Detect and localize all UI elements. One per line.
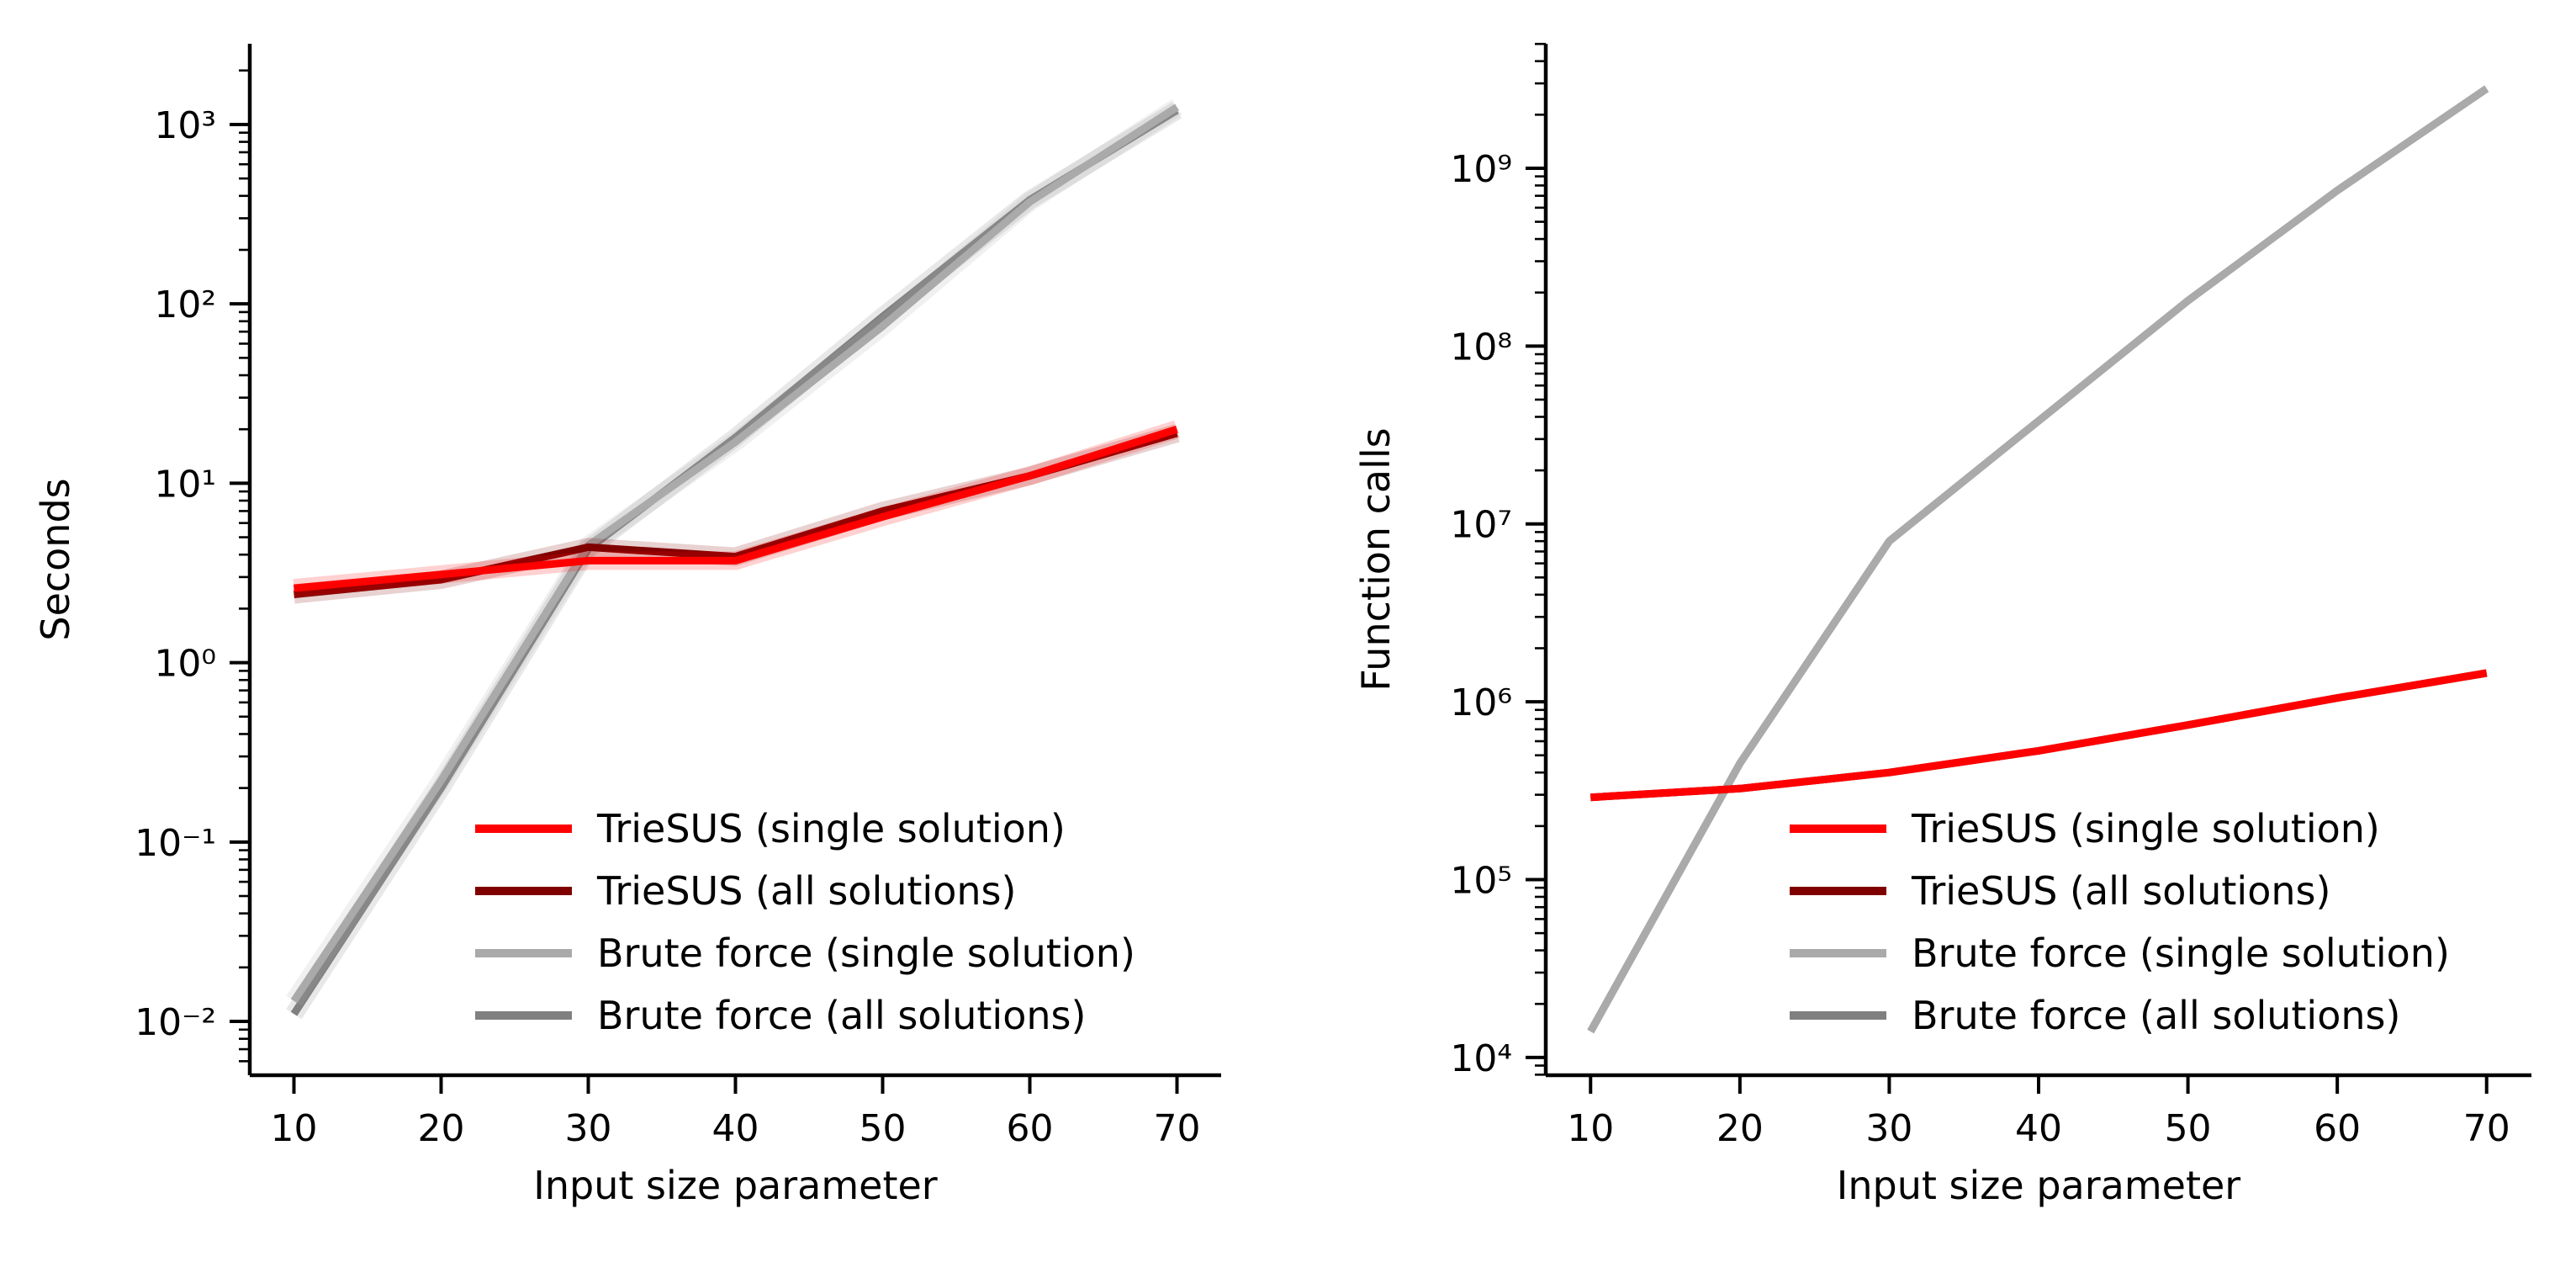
x-tick-label: 20 xyxy=(1716,1107,1764,1150)
y-tick-label: 10⁷ xyxy=(1450,504,1512,547)
legend-label: Brute force (single solution) xyxy=(597,931,1135,976)
y-tick-label: 10² xyxy=(154,284,216,326)
y-tick-label: 10⁰ xyxy=(154,643,216,686)
x-axis-label: Input size parameter xyxy=(533,1163,937,1208)
x-tick-label: 70 xyxy=(2463,1107,2510,1150)
x-tick-label: 20 xyxy=(418,1107,465,1150)
y-tick-label: 10⁹ xyxy=(1450,148,1512,191)
y-axis-label: Function calls xyxy=(1353,427,1399,691)
legend: TrieSUS (single solution) TrieSUS (all so… xyxy=(475,806,1135,1038)
legend-label: TrieSUS (single solution) xyxy=(596,806,1066,851)
left-chart-seconds: 10 20 30 40 50 60 70 10⁻² 10⁻¹ 10⁰ 10¹ 10² 10³ Input … xyxy=(33,44,1221,1208)
x-tick-label: 10 xyxy=(271,1107,318,1150)
x-tick-label: 10 xyxy=(1567,1107,1614,1150)
x-tick-label: 30 xyxy=(1865,1107,1912,1150)
y-tick-label: 10⁻¹ xyxy=(135,822,216,865)
legend-label: TrieSUS (all solutions) xyxy=(596,868,1016,914)
x-tick-label: 40 xyxy=(2015,1107,2062,1150)
series-line xyxy=(290,103,1179,1004)
legend-label: Brute force (all solutions) xyxy=(1912,993,2400,1038)
y-tick-label: 10⁻² xyxy=(135,1001,216,1044)
y-tick-label: 10⁶ xyxy=(1450,681,1512,724)
y-axis-label: Seconds xyxy=(33,478,78,640)
legend-label: Brute force (single solution) xyxy=(1912,931,2450,976)
x-tick-label: 70 xyxy=(1154,1107,1201,1150)
x-tick-label: 50 xyxy=(2165,1107,2212,1150)
y-tick-label: 10⁵ xyxy=(1450,859,1512,902)
y-tick-label: 10⁴ xyxy=(1450,1037,1512,1080)
x-tick-label: 40 xyxy=(712,1107,759,1150)
legend-label: TrieSUS (single solution) xyxy=(1911,806,2380,851)
legend-label: TrieSUS (all solutions) xyxy=(1911,868,2330,914)
x-tick-label: 60 xyxy=(2314,1107,2361,1150)
series-line xyxy=(1590,669,2488,802)
x-tick-label: 50 xyxy=(860,1107,907,1150)
y-tick-label: 10⁸ xyxy=(1450,326,1512,369)
x-axis-label: Input size parameter xyxy=(1837,1163,2240,1208)
series-line xyxy=(1587,85,2489,1034)
legend-label: Brute force (all solutions) xyxy=(597,993,1086,1038)
x-tick-label: 60 xyxy=(1007,1107,1054,1150)
series-line xyxy=(294,425,1178,592)
right-chart-function-calls: 10 20 30 40 50 60 70 10⁴ 10⁵ 10⁶ 10⁷ 10⁸ 10⁹ Input si… xyxy=(1353,42,2531,1208)
legend: TrieSUS (single solution) TrieSUS (all so… xyxy=(1790,806,2450,1038)
x-tick-label: 30 xyxy=(565,1107,612,1150)
y-tick-label: 10¹ xyxy=(154,463,216,506)
y-tick-label: 10³ xyxy=(154,104,216,147)
